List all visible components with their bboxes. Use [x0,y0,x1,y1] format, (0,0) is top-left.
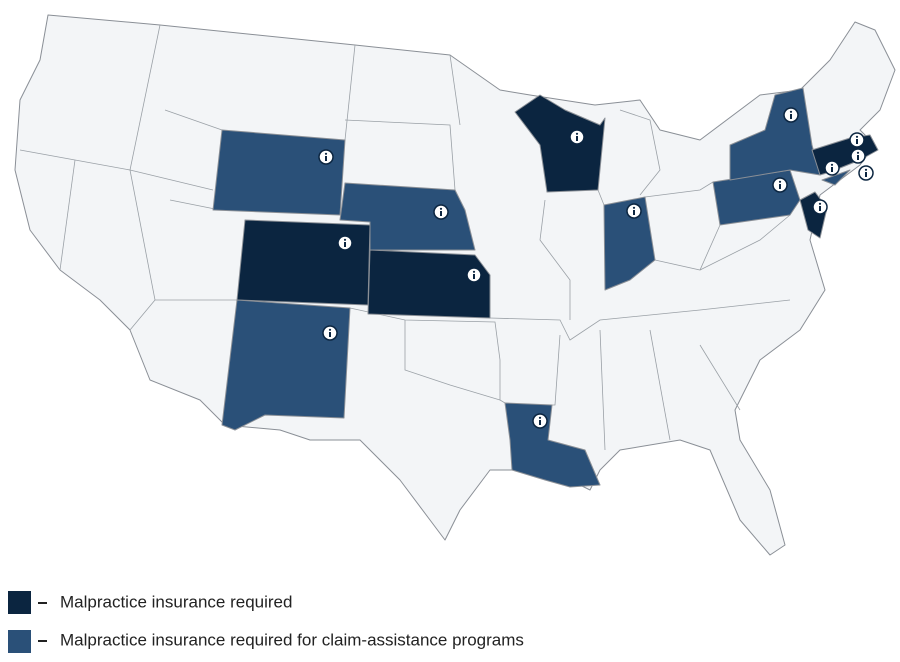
info-dot [632,206,636,209]
highlighted-states [212,87,879,488]
info-dot [856,151,860,154]
info-icon[interactable] [783,107,799,123]
info-stem [779,184,781,189]
info-stem [539,420,541,425]
state-borders [19,24,791,451]
info-stem [819,206,821,211]
info-stem [831,167,833,172]
info-dot [789,110,793,113]
legend-label: Malpractice insurance required [60,592,292,611]
info-icon[interactable] [858,165,874,181]
state[interactable] [221,299,351,431]
legend: Malpractice insurance required Malpracti… [8,591,524,653]
info-icon[interactable] [812,199,828,215]
info-icon[interactable] [626,203,642,219]
info-stem [473,274,475,279]
info-icon[interactable] [569,129,585,145]
info-dot [328,328,332,331]
info-dot [575,132,579,135]
info-stem [440,211,442,216]
info-dot [778,180,782,183]
info-icon[interactable] [318,149,334,165]
info-icon[interactable] [532,413,548,429]
info-dot [855,135,859,138]
info-icon[interactable] [466,267,482,283]
state[interactable] [367,249,491,319]
info-icon[interactable] [850,148,866,164]
info-dot [343,238,347,241]
state[interactable] [603,196,656,291]
info-stem [856,139,858,144]
info-icons [318,107,874,429]
info-dot [439,207,443,210]
info-icon[interactable] [322,325,338,341]
state[interactable] [821,169,851,186]
info-icon[interactable] [433,204,449,220]
info-stem [329,332,331,337]
info-dot [538,416,542,419]
state[interactable] [504,402,601,488]
info-stem [857,155,859,160]
info-stem [865,172,867,177]
info-stem [325,156,327,161]
info-stem [790,114,792,119]
info-icon[interactable] [772,177,788,193]
info-dot [472,270,476,273]
legend-label: Malpractice insurance required for claim… [60,630,524,649]
info-icon[interactable] [824,160,840,176]
info-stem [576,136,578,141]
state[interactable] [514,94,606,193]
legend-swatch [8,630,31,653]
info-icon[interactable] [337,235,353,251]
info-stem [344,242,346,247]
legend-swatch [8,591,31,614]
info-dot [830,163,834,166]
state[interactable] [212,129,346,216]
info-icon[interactable] [849,132,865,148]
info-dot [324,152,328,155]
state[interactable] [236,219,371,306]
info-stem [633,210,635,215]
info-dot [864,168,868,171]
info-dot [818,202,822,205]
state[interactable] [339,182,476,251]
